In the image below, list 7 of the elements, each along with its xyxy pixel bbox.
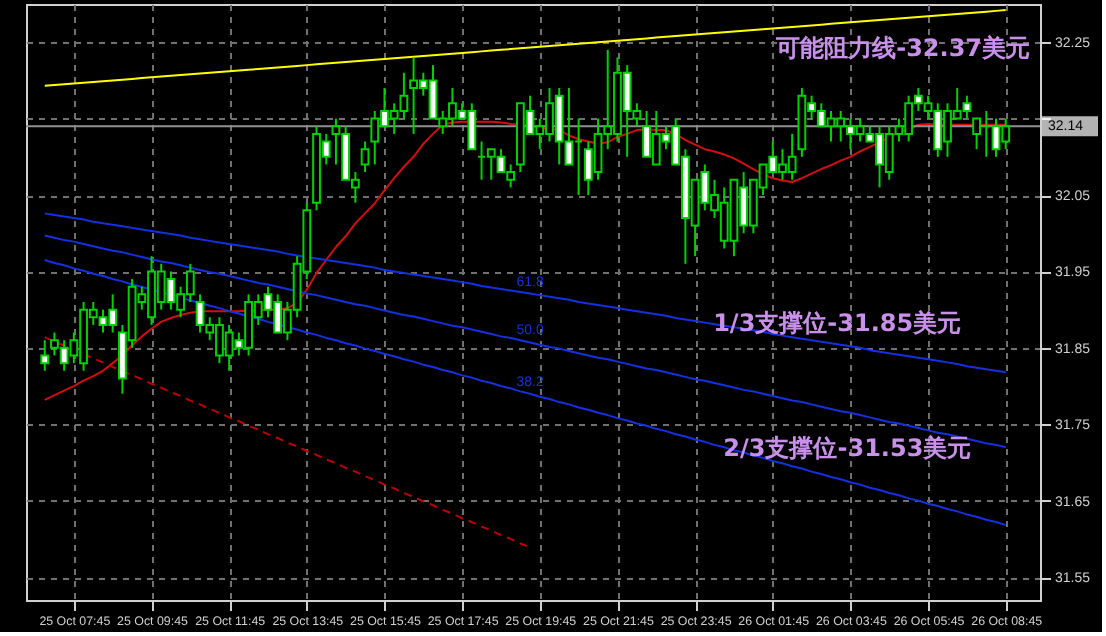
line-series xyxy=(43,212,1007,374)
line-series xyxy=(43,9,1007,87)
candlestick xyxy=(360,140,370,174)
candlestick xyxy=(40,339,50,372)
line-series xyxy=(43,258,1007,527)
annotation: 可能阻力线-32.37美元 xyxy=(774,33,1031,62)
candlestick xyxy=(972,117,982,151)
